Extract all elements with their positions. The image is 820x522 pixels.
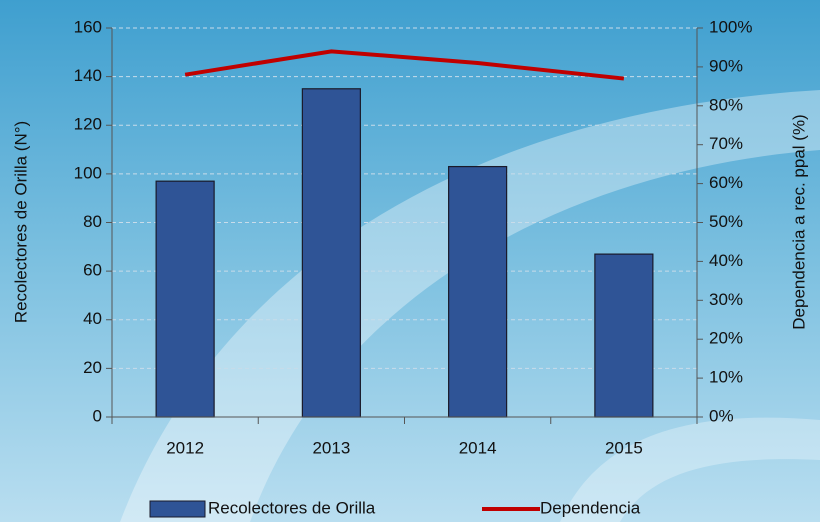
bar bbox=[301, 88, 361, 418]
x-tick-label: 2015 bbox=[605, 438, 643, 457]
background-swoosh bbox=[560, 417, 820, 522]
y-tick-label: 40 bbox=[83, 309, 102, 328]
x-tick-label: 2013 bbox=[312, 438, 350, 457]
y-tick-label: 60 bbox=[83, 261, 102, 280]
line bbox=[184, 49, 625, 81]
legend-label: Recolectores de Orilla bbox=[208, 498, 376, 517]
y2-tick-label: 30% bbox=[709, 290, 743, 309]
background-swoosh bbox=[120, 90, 820, 522]
y2-tick-label: 90% bbox=[709, 56, 743, 75]
y-tick-label: 140 bbox=[74, 66, 102, 85]
x-tick-label: 2012 bbox=[166, 438, 204, 457]
y2-tick-label: 80% bbox=[709, 95, 743, 114]
legend-swatch bbox=[149, 500, 206, 518]
y2-axis-label: Dependencia a rec. ppal (%) bbox=[789, 114, 808, 329]
x-tick-label: 2014 bbox=[459, 438, 497, 457]
y2-tick-label: 0% bbox=[709, 406, 734, 425]
y2-tick-label: 50% bbox=[709, 212, 743, 231]
bar bbox=[448, 165, 508, 418]
y-tick-label: 80 bbox=[83, 212, 102, 231]
y2-tick-label: 10% bbox=[709, 368, 743, 387]
y-tick-label: 20 bbox=[83, 358, 102, 377]
y2-tick-label: 70% bbox=[709, 134, 743, 153]
bar bbox=[594, 253, 654, 418]
y2-tick-label: 40% bbox=[709, 251, 743, 270]
y-axis-label: Recolectores de Orilla (N°) bbox=[11, 121, 30, 323]
legend-label: Dependencia bbox=[540, 498, 641, 517]
y-tick-label: 0 bbox=[93, 406, 102, 425]
bar bbox=[155, 180, 215, 418]
y2-tick-label: 60% bbox=[709, 173, 743, 192]
y-tick-label: 120 bbox=[74, 115, 102, 134]
y-tick-label: 100 bbox=[74, 163, 102, 182]
y2-tick-label: 100% bbox=[709, 17, 752, 36]
y2-tick-label: 20% bbox=[709, 329, 743, 348]
y-tick-label: 160 bbox=[74, 17, 102, 36]
